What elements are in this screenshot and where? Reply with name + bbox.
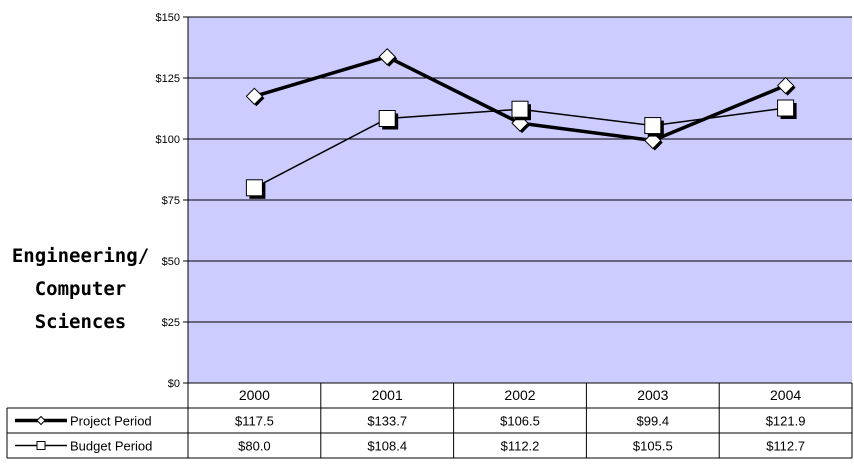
legend-diamond-marker: [36, 415, 46, 426]
square-marker: [777, 99, 795, 117]
y-tick-label: $100: [156, 134, 180, 146]
data-label: $133.7: [367, 414, 407, 429]
diamond-marker: [776, 76, 795, 95]
y-axis-label: Engineering/ Computer Sciences: [8, 240, 153, 339]
data-label: $112.2: [501, 439, 540, 454]
x-category-label: 2002: [504, 387, 535, 403]
series-name: Project Period: [70, 414, 152, 429]
data-label: $105.5: [633, 439, 673, 454]
y-tick-label: $75: [162, 195, 180, 207]
data-label: $99.4: [637, 414, 670, 429]
data-label: $106.5: [500, 414, 540, 429]
y-axis-label-line-3: Sciences: [34, 311, 127, 333]
series-name: Budget Period: [70, 439, 152, 454]
data-label: $121.9: [766, 414, 806, 429]
y-tick-label: $0: [168, 378, 180, 390]
square-marker: [511, 100, 529, 118]
y-axis-label-line-2: Computer: [34, 278, 127, 300]
y-axis-label-line-1: Engineering/: [11, 245, 150, 267]
data-table: 2000 2001 2002 2003 2004 Project Period $117.5…: [6, 382, 853, 459]
x-category-label: 2001: [372, 387, 403, 403]
square-marker: [378, 110, 396, 128]
diamond-marker: [245, 87, 264, 106]
data-label: $112.7: [766, 439, 805, 454]
data-label: $108.4: [367, 439, 407, 454]
x-category-label: 2003: [637, 387, 668, 403]
diamond-marker: [378, 48, 396, 66]
data-label: $117.5: [235, 414, 274, 429]
x-category-label: 2000: [239, 387, 270, 403]
y-tick-label: $125: [156, 73, 180, 85]
y-tick-label: $150: [156, 12, 180, 24]
square-marker: [245, 179, 263, 197]
y-tick-label: $25: [162, 317, 180, 329]
plot-area: $0 $25 $50 $75 $100 $125 $150: [156, 12, 852, 390]
x-category-label: 2004: [770, 387, 801, 403]
square-marker: [644, 117, 662, 135]
legend-square-marker: [36, 441, 46, 450]
data-label: $80.0: [238, 439, 271, 454]
y-tick-label: $50: [162, 256, 180, 268]
